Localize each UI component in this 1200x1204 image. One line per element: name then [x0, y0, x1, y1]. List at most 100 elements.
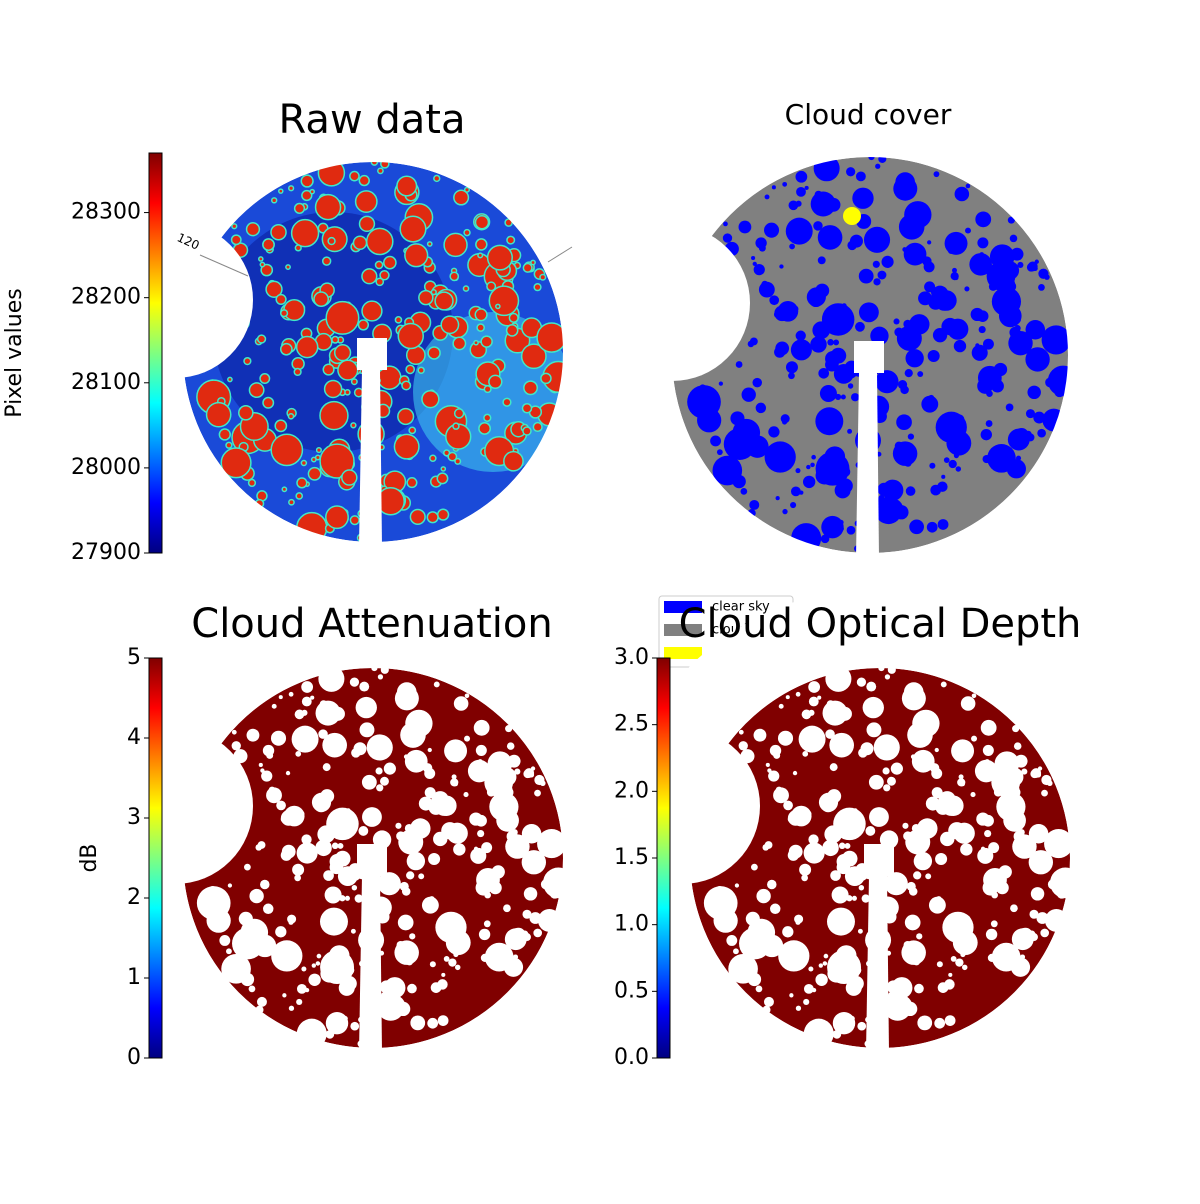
sky-blob	[971, 344, 988, 361]
sky-blob	[323, 379, 343, 399]
sky-blob	[982, 744, 994, 756]
sky-blob	[818, 963, 824, 968]
sky-image	[97, 82, 643, 622]
sky-blob	[379, 270, 390, 281]
sky-blob	[819, 385, 837, 403]
mask-cutout	[97, 728, 253, 884]
sky-blob	[830, 347, 847, 364]
sky-blob	[850, 393, 860, 402]
sky-blob	[993, 788, 1003, 797]
sky-blob	[521, 402, 533, 414]
sky-blob	[530, 259, 536, 266]
sky-blob	[377, 993, 405, 1021]
sky-blob	[852, 187, 874, 209]
sky-blob	[722, 233, 733, 243]
sky-blob	[840, 394, 846, 400]
sky-blob	[782, 926, 794, 938]
sky-blob	[405, 364, 416, 375]
sky-blob	[463, 186, 471, 193]
sky-blob	[815, 973, 828, 986]
sky-blob	[294, 244, 302, 252]
sky-blob	[735, 361, 743, 368]
sky-blob	[301, 189, 313, 202]
sky-blob	[955, 466, 962, 472]
colorbar-tick-label: 1.5	[614, 845, 649, 870]
colorbar-tick-label: 2.5	[614, 712, 649, 737]
sky-blob	[247, 478, 257, 488]
sky-blob	[833, 807, 866, 841]
sky-blob	[801, 874, 809, 882]
sky-blob	[486, 281, 497, 292]
sky-blob	[287, 185, 295, 192]
sky-blob	[280, 815, 288, 823]
sky-blob	[270, 197, 278, 204]
sky-blob	[488, 881, 502, 895]
sky-blob	[486, 788, 496, 797]
sky-blob	[907, 722, 933, 748]
sky-blob	[355, 696, 377, 719]
sky-blob	[1005, 403, 1014, 412]
sky-blob	[887, 776, 896, 786]
sky-blob	[924, 281, 936, 293]
sky-blob	[950, 956, 957, 962]
sky-blob	[1030, 887, 1045, 901]
sky-blob	[452, 929, 459, 936]
sky-blob	[752, 377, 762, 388]
sky-blob	[462, 285, 470, 292]
sky-blob	[361, 300, 383, 322]
sky-blob	[404, 243, 429, 268]
mask-pole	[866, 876, 889, 1053]
sky-blob	[944, 979, 955, 990]
sky-blob	[1007, 216, 1015, 224]
sky-blob	[984, 759, 990, 764]
sky-blob	[810, 336, 827, 353]
sky-blob	[821, 798, 836, 813]
sky-blob	[475, 238, 488, 251]
sky-blob	[1030, 769, 1039, 779]
sky-blob	[283, 805, 305, 827]
sky-blob	[712, 455, 743, 486]
sky-blob	[866, 681, 877, 692]
colorbar-label: Pixel values	[2, 288, 27, 417]
sky-blob	[1041, 325, 1071, 355]
sky-blob	[257, 841, 266, 849]
sky-blob	[308, 973, 321, 986]
sky-blob	[726, 935, 738, 946]
mask-pole	[359, 876, 382, 1053]
sky-blob	[206, 908, 231, 933]
sky-blob	[495, 303, 501, 310]
sky-blob	[322, 763, 331, 772]
sky-blob	[426, 511, 439, 524]
sky-blob	[256, 996, 267, 1007]
sky-blob	[951, 267, 957, 273]
sky-blob	[960, 696, 976, 711]
sky-blob	[301, 834, 312, 845]
sky-blob	[283, 299, 306, 322]
sky-blob	[883, 784, 891, 792]
sky-blob	[427, 346, 441, 360]
sky-blob	[301, 966, 307, 972]
sky-blob	[475, 721, 489, 735]
sky-blob	[503, 450, 524, 472]
sky-blob	[773, 787, 789, 804]
sky-blob	[398, 829, 424, 855]
sky-blob	[753, 728, 767, 742]
sky-blob	[965, 183, 971, 189]
sky-blob	[319, 907, 348, 936]
sky-blob	[350, 422, 357, 429]
sky-blob	[749, 499, 760, 510]
sky-blob	[858, 885, 865, 891]
sky-blob	[911, 749, 935, 773]
sky-blob	[991, 379, 1004, 393]
sky-blob	[951, 739, 975, 763]
sky-blob	[818, 367, 830, 379]
sky-blob	[334, 850, 351, 867]
mask-pole	[856, 373, 879, 558]
sky-blob	[764, 441, 796, 473]
sky-blob	[1037, 766, 1043, 771]
legend-label: clear sky	[712, 600, 770, 615]
sky-blob	[697, 408, 722, 433]
sky-blob	[397, 407, 415, 426]
sky-blob	[505, 725, 513, 733]
